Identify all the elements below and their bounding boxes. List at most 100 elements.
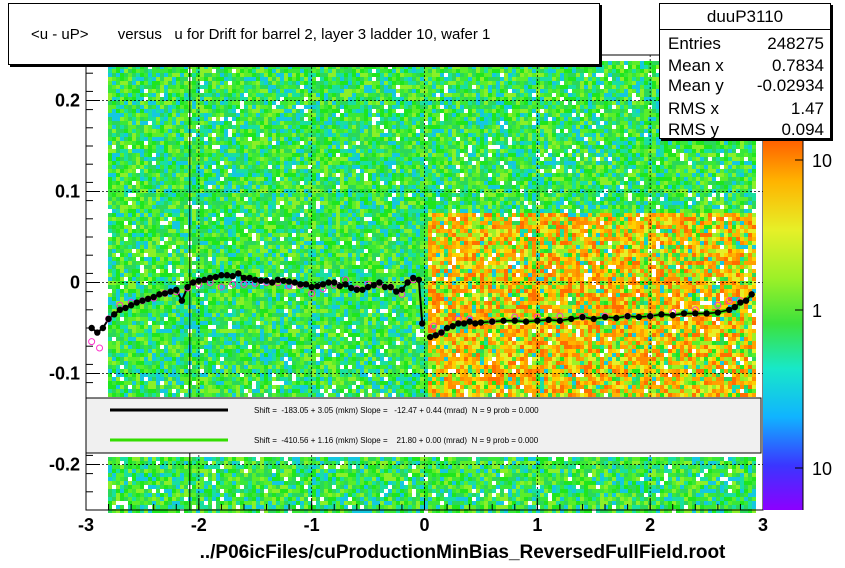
heat-cell — [272, 161, 276, 165]
heat-cell — [292, 473, 296, 477]
heat-cell — [256, 121, 260, 125]
heat-cell — [124, 361, 128, 365]
heat-cell — [128, 229, 132, 233]
heat-cell — [304, 293, 308, 297]
heat-cell — [204, 225, 208, 229]
heat-cell — [128, 469, 132, 473]
heat-cell — [132, 201, 136, 205]
heat-cell — [232, 81, 236, 85]
heat-cell — [156, 493, 160, 497]
heat-cell — [268, 393, 272, 397]
heat-cell — [152, 481, 156, 485]
heat-cell — [116, 325, 120, 329]
heat-cell — [116, 321, 120, 325]
heat-cell — [292, 289, 296, 293]
heat-cell — [276, 309, 280, 313]
heat-cell — [232, 265, 236, 269]
heat-cell — [160, 337, 164, 341]
heat-cell — [312, 281, 316, 285]
heat-cell — [304, 137, 308, 141]
heat-cell — [260, 193, 264, 197]
heat-cell — [232, 109, 236, 113]
heat-cell — [228, 277, 232, 281]
heat-cell — [108, 337, 112, 341]
heat-cell — [120, 137, 124, 141]
heat-cell — [120, 229, 124, 233]
heat-cell — [320, 201, 324, 205]
heat-cell — [296, 197, 300, 201]
heat-cell — [120, 481, 124, 485]
heat-cell — [160, 473, 164, 477]
heat-cell — [268, 489, 272, 493]
heat-cell — [320, 89, 324, 93]
heat-cell — [212, 213, 216, 217]
heat-cell — [148, 181, 152, 185]
heat-cell — [148, 209, 152, 213]
heat-cell — [184, 281, 188, 285]
heat-cell — [208, 221, 212, 225]
heat-cell — [152, 317, 156, 321]
heat-cell — [272, 353, 276, 357]
heat-cell — [268, 377, 272, 381]
heat-cell — [144, 241, 148, 245]
heat-cell — [300, 497, 304, 501]
heat-cell — [148, 469, 152, 473]
heat-cell — [132, 237, 136, 241]
heat-cell — [260, 217, 264, 221]
heat-cell — [296, 313, 300, 317]
heat-cell — [196, 337, 200, 341]
heat-cell — [264, 377, 268, 381]
heat-cell — [128, 173, 132, 177]
heat-cell — [148, 197, 152, 201]
heat-cell — [192, 497, 196, 501]
heat-cell — [216, 477, 220, 481]
heat-cell — [228, 73, 232, 77]
heat-cell — [260, 497, 264, 501]
heat-cell — [240, 365, 244, 369]
heat-cell — [276, 185, 280, 189]
heat-cell — [320, 85, 324, 89]
heat-cell — [196, 117, 200, 121]
heat-cell — [196, 85, 200, 89]
heat-cell — [252, 161, 256, 165]
heat-cell — [160, 85, 164, 89]
heat-cell — [224, 101, 228, 105]
heat-cell — [248, 365, 252, 369]
heat-cell — [160, 261, 164, 265]
heat-cell — [284, 165, 288, 169]
heat-cell — [212, 289, 216, 293]
heat-cell — [224, 305, 228, 309]
heat-cell — [184, 373, 188, 377]
heat-cell — [124, 101, 128, 105]
heat-cell — [316, 125, 320, 129]
heat-cell — [224, 353, 228, 357]
heat-cell — [140, 237, 144, 241]
heat-cell — [232, 501, 236, 505]
heat-cell — [248, 305, 252, 309]
heat-cell — [164, 141, 168, 145]
heat-cell — [208, 305, 212, 309]
heat-cell — [172, 253, 176, 257]
heat-cell — [216, 357, 220, 361]
heat-cell — [220, 477, 224, 481]
heat-cell — [112, 469, 116, 473]
heat-cell — [244, 253, 248, 257]
heat-cell — [176, 473, 180, 477]
heat-cell — [272, 485, 276, 489]
heat-cell — [236, 217, 240, 221]
heat-cell — [136, 109, 140, 113]
heat-cell — [132, 357, 136, 361]
heat-cell — [156, 469, 160, 473]
heat-cell — [108, 221, 112, 225]
heat-cell — [260, 237, 264, 241]
heat-cell — [304, 473, 308, 477]
heat-cell — [200, 65, 204, 69]
heat-cell — [292, 157, 296, 161]
heat-cell — [120, 361, 124, 365]
heat-cell — [296, 149, 300, 153]
heat-cell — [244, 245, 248, 249]
heat-cell — [140, 385, 144, 389]
heat-cell — [200, 257, 204, 261]
heat-cell — [300, 361, 304, 365]
heat-cell — [168, 361, 172, 365]
